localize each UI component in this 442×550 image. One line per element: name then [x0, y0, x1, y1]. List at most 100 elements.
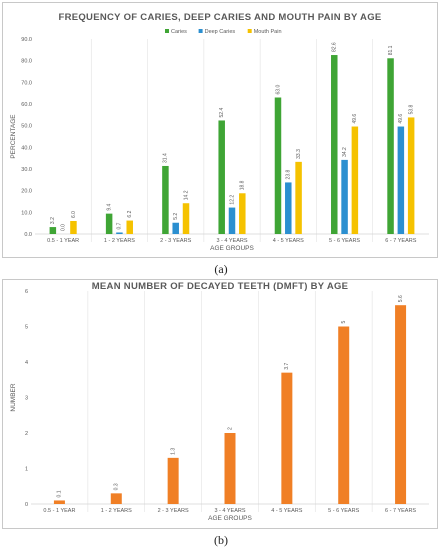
- x-tick-label: 3 - 4 YEARS: [216, 238, 247, 244]
- bar: [387, 58, 394, 235]
- panel-b-frame: MEAN NUMBER OF DECAYED TEETH (DMFT) BY A…: [2, 279, 438, 529]
- legend-swatch: [165, 29, 169, 33]
- data-label: 81.1: [388, 45, 394, 55]
- x-tick-label: 6 - 7 YEARS: [385, 508, 416, 514]
- data-label: 9.4: [106, 203, 112, 210]
- y-tick-label: 2: [25, 431, 28, 437]
- bar: [116, 232, 123, 234]
- data-label: 63.0: [275, 85, 281, 95]
- data-label: 5.6: [398, 295, 404, 302]
- y-axis-label: PERCENTAGE: [10, 114, 17, 159]
- y-tick-label: 40.0: [21, 145, 32, 151]
- bar: [162, 165, 169, 234]
- data-label: 33.3: [296, 149, 302, 159]
- data-label: 6.0: [71, 211, 77, 218]
- data-label: 52.4: [219, 108, 225, 118]
- data-label: 2: [227, 427, 233, 430]
- x-axis-label: AGE GROUPS: [210, 245, 254, 252]
- y-tick-label: 0.0: [24, 232, 32, 238]
- bar: [126, 220, 133, 234]
- dmft-chart: MEAN NUMBER OF DECAYED TEETH (DMFT) BY A…: [10, 281, 429, 522]
- chart-title: MEAN NUMBER OF DECAYED TEETH (DMFT) BY A…: [92, 281, 349, 292]
- data-label: 31.4: [163, 153, 169, 163]
- data-label: 3.7: [284, 362, 290, 369]
- data-label: 6.2: [127, 210, 133, 217]
- data-label: 5.2: [173, 213, 179, 220]
- data-label: 0.1: [57, 490, 63, 497]
- data-label: 12.2: [229, 195, 235, 205]
- data-label: 0.3: [114, 483, 120, 490]
- x-tick-label: 2 - 3 YEARS: [158, 508, 189, 514]
- bar: [338, 326, 350, 504]
- data-label: 5: [341, 321, 347, 324]
- bar: [239, 193, 246, 234]
- bar: [331, 55, 338, 235]
- bar: [341, 159, 348, 234]
- legend-swatch: [198, 29, 203, 33]
- y-tick-label: 3: [25, 396, 28, 402]
- y-tick-label: 10.0: [21, 210, 32, 216]
- x-tick-label: 6 - 7 YEARS: [385, 238, 416, 244]
- caries-frequency-chart: FREQUENCY OF CARIES, DEEP CARIES AND MOU…: [10, 12, 429, 252]
- panel-a-frame: FREQUENCY OF CARIES, DEEP CARIES AND MOU…: [2, 2, 438, 258]
- x-axis-label: AGE GROUPS: [208, 515, 252, 522]
- x-tick-label: 4 - 5 YEARS: [273, 238, 304, 244]
- legend-label: Caries: [171, 29, 187, 35]
- bar: [351, 126, 359, 234]
- x-tick-label: 1 - 2 YEARS: [104, 238, 135, 244]
- chart-title: FREQUENCY OF CARIES, DEEP CARIES AND MOU…: [58, 12, 381, 23]
- x-tick-label: 2 - 3 YEARS: [160, 238, 191, 244]
- data-label: 0.7: [117, 222, 123, 229]
- data-label: 0.0: [60, 224, 66, 231]
- panel-a-caption: (a): [214, 262, 228, 276]
- y-tick-label: 90.0: [21, 37, 32, 43]
- bar: [182, 203, 190, 234]
- data-label: 1.3: [170, 448, 176, 455]
- y-tick-label: 6: [25, 289, 28, 295]
- data-label: 49.6: [398, 114, 404, 124]
- x-tick-label: 5 - 6 YEARS: [328, 508, 359, 514]
- y-tick-label: 30.0: [21, 167, 32, 173]
- y-tick-label: 50.0: [21, 124, 32, 130]
- bar: [53, 500, 65, 504]
- x-tick-label: 1 - 2 YEARS: [101, 508, 132, 514]
- y-axis-label: NUMBER: [10, 383, 17, 411]
- bar: [105, 213, 113, 234]
- panel-b-caption: (b): [214, 533, 228, 547]
- bar: [167, 457, 179, 504]
- legend-label: Deep Caries: [205, 29, 236, 35]
- bar: [49, 227, 57, 234]
- data-label: 14.2: [183, 190, 189, 200]
- legend-swatch: [247, 29, 252, 33]
- data-label: 3.2: [50, 217, 56, 224]
- bar: [228, 207, 236, 234]
- bar: [218, 120, 225, 234]
- data-label: 18.8: [240, 180, 246, 190]
- bar: [407, 117, 415, 234]
- bar: [224, 433, 236, 504]
- x-tick-label: 5 - 6 YEARS: [329, 238, 360, 244]
- bar: [274, 97, 282, 234]
- y-tick-label: 60.0: [21, 102, 32, 108]
- x-tick-label: 3 - 4 YEARS: [214, 508, 245, 514]
- y-tick-label: 0: [25, 502, 28, 508]
- bar: [281, 372, 293, 504]
- bar: [110, 493, 122, 504]
- data-label: 82.6: [332, 42, 338, 52]
- bar: [70, 221, 77, 234]
- bar: [295, 161, 302, 234]
- legend-label: Mouth Pain: [254, 29, 282, 35]
- data-label: 53.8: [408, 104, 414, 114]
- bar: [172, 222, 179, 234]
- data-label: 23.8: [286, 169, 292, 179]
- y-tick-label: 5: [25, 325, 28, 331]
- data-label: 49.6: [352, 114, 358, 124]
- bar: [397, 126, 405, 234]
- y-tick-label: 70.0: [21, 80, 32, 86]
- data-label: 34.2: [342, 147, 348, 157]
- y-tick-label: 1: [25, 467, 28, 473]
- x-tick-label: 0.5 - 1 YEAR: [43, 508, 75, 514]
- x-tick-label: 0.5 - 1 YEAR: [47, 238, 79, 244]
- x-tick-label: 4 - 5 YEARS: [271, 508, 302, 514]
